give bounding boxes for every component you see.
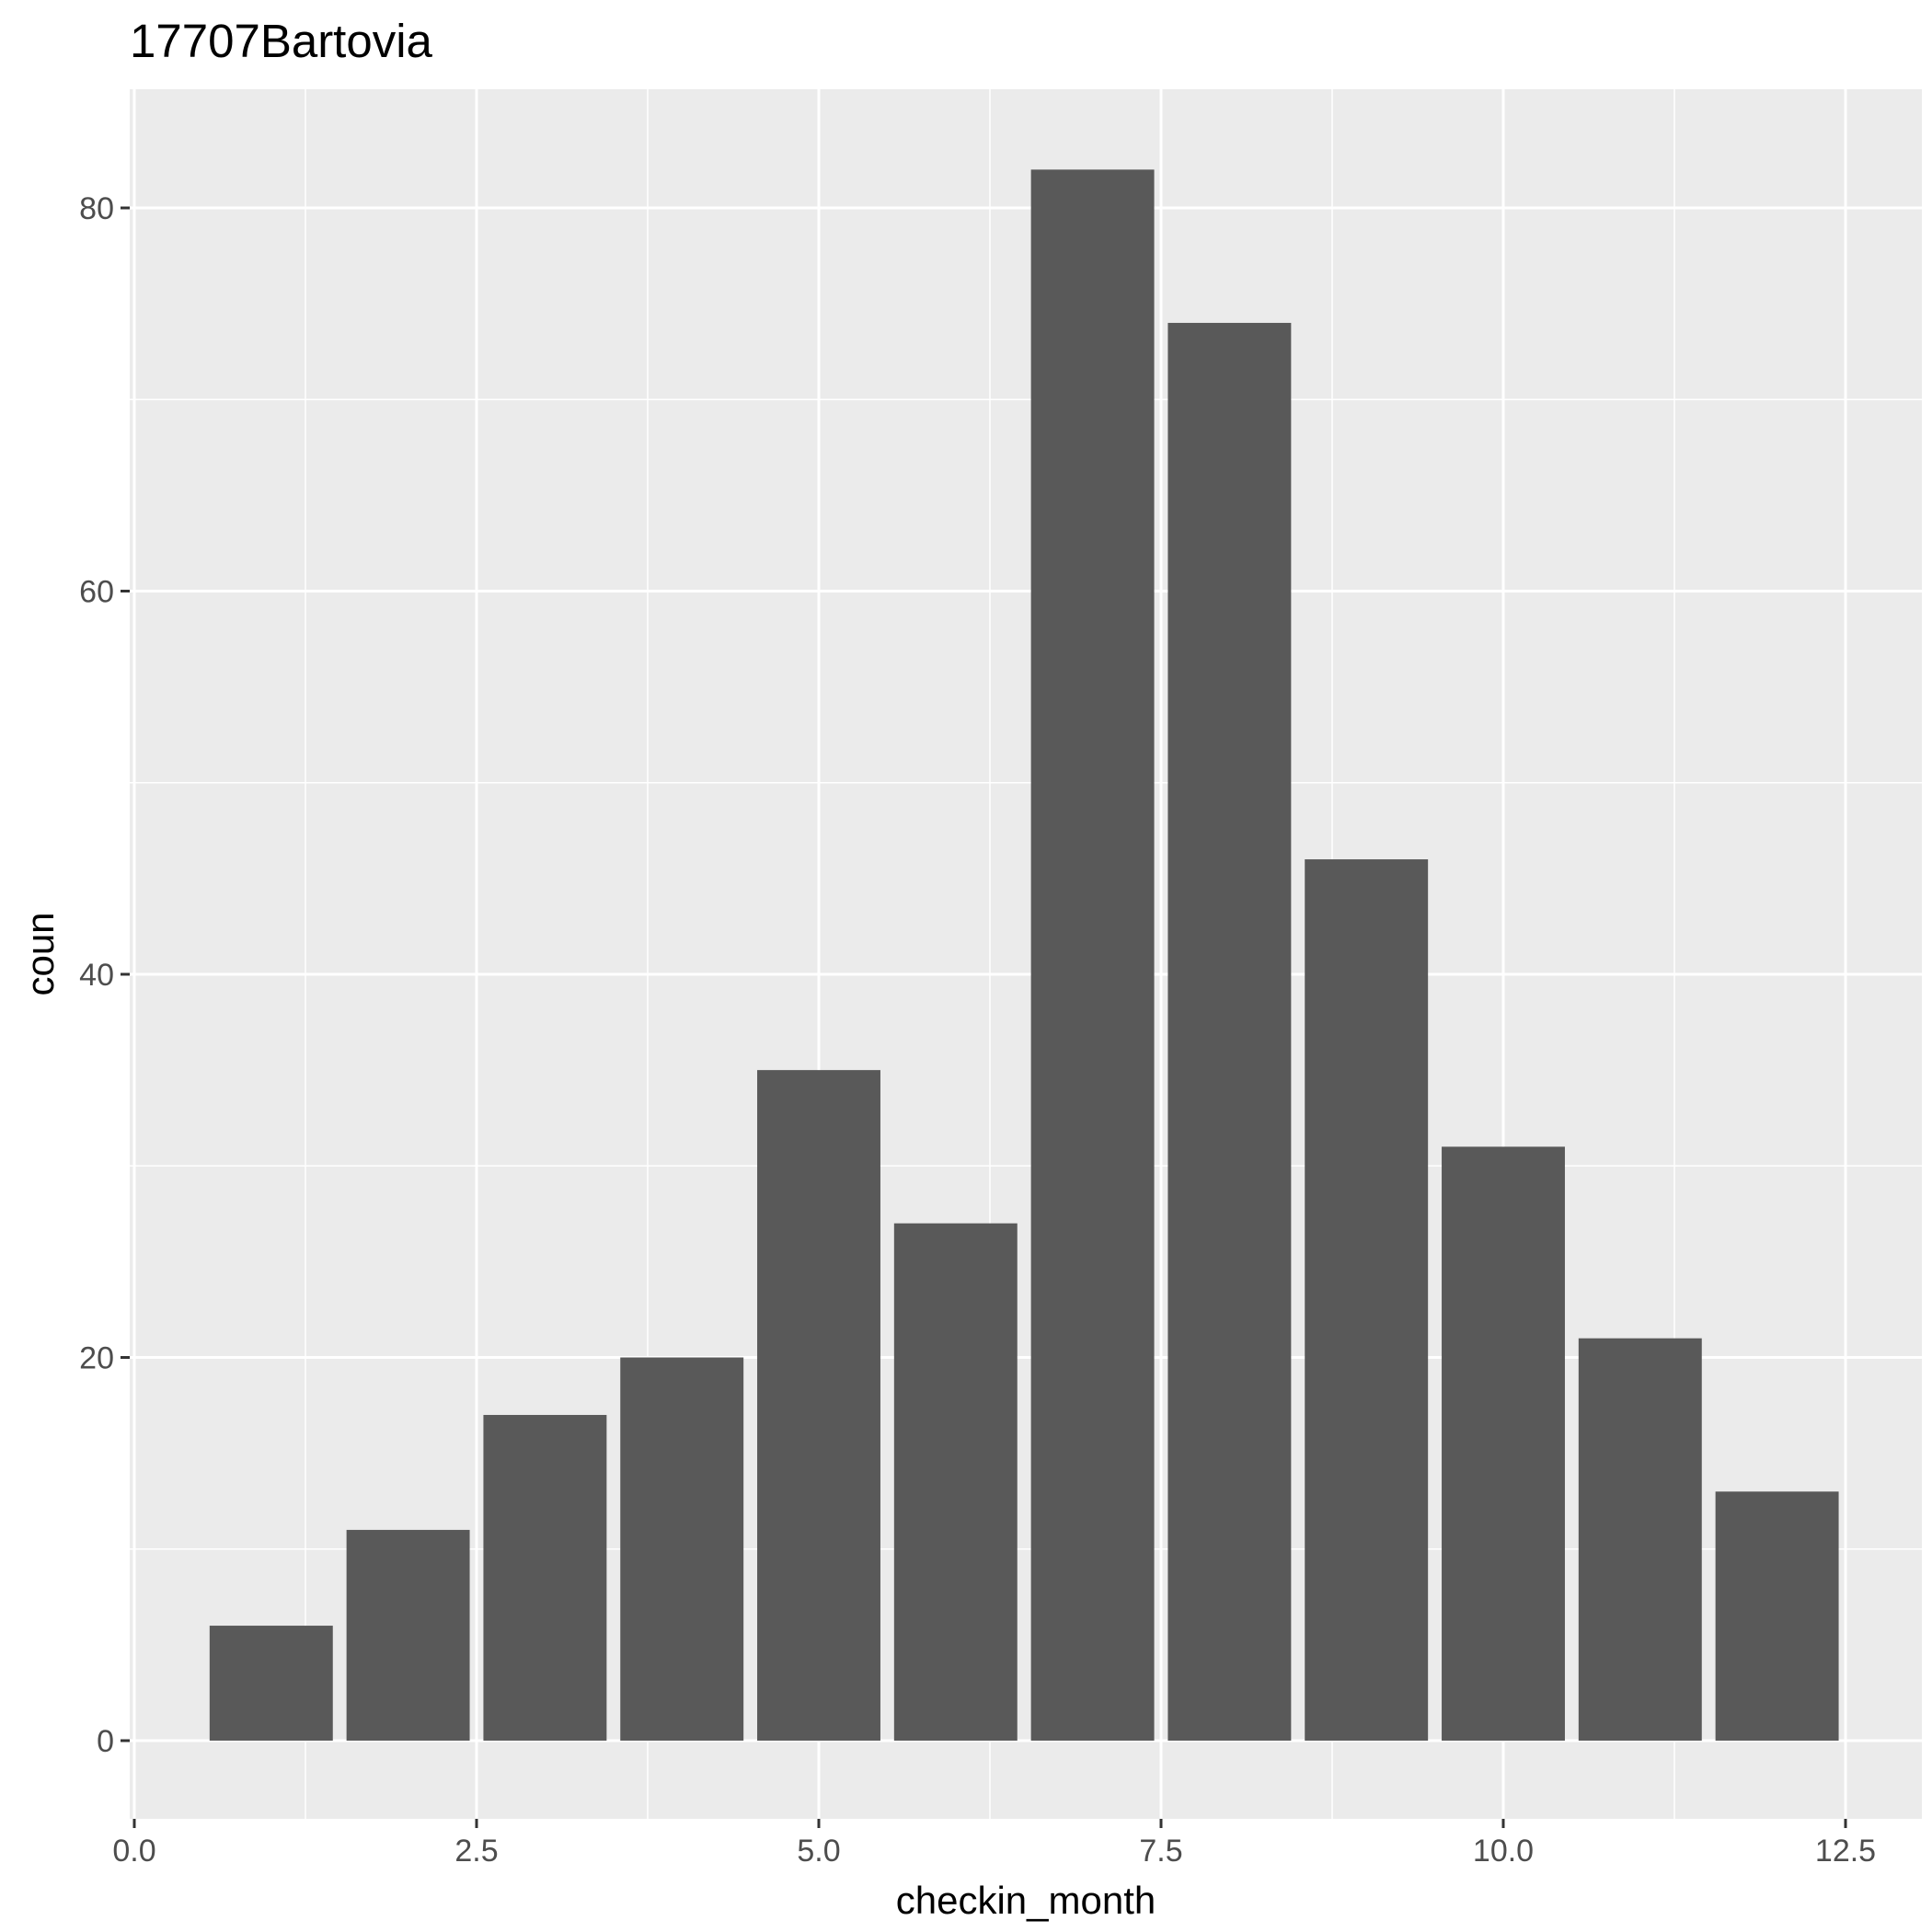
- bar-12: [1715, 1491, 1839, 1741]
- y-axis: 0 20 40 60 80: [79, 191, 130, 1759]
- x-axis-title: checkin_month: [896, 1879, 1156, 1922]
- bar-2: [346, 1529, 470, 1741]
- y-axis-title: coun: [18, 912, 62, 995]
- bar-8: [1167, 322, 1292, 1742]
- bar-1: [209, 1626, 333, 1741]
- y-tick-label: 20: [79, 1341, 114, 1376]
- chart-title: 17707Bartovia: [130, 15, 433, 67]
- x-tick-label: 5.0: [797, 1834, 840, 1869]
- bar-7: [1030, 169, 1155, 1742]
- bar-3: [483, 1414, 607, 1741]
- bar-11: [1578, 1338, 1702, 1741]
- bars: [209, 169, 1839, 1742]
- x-tick-label: 12.5: [1815, 1834, 1876, 1869]
- x-tick-label: 0.0: [112, 1834, 155, 1869]
- y-tick-label: 0: [97, 1724, 114, 1759]
- bar-5: [757, 1070, 880, 1741]
- x-axis: 0.0 2.5 5.0 7.5 10.0 12.5: [112, 1819, 1876, 1869]
- y-tick-label: 40: [79, 958, 114, 993]
- x-tick-label: 7.5: [1139, 1834, 1182, 1869]
- x-tick-label: 10.0: [1473, 1834, 1534, 1869]
- bar-6: [893, 1223, 1018, 1741]
- bar-4: [620, 1357, 744, 1741]
- x-tick-label: 2.5: [454, 1834, 498, 1869]
- bar-9: [1305, 859, 1429, 1741]
- bar-10: [1442, 1146, 1565, 1741]
- y-tick-label: 60: [79, 575, 114, 610]
- grid-minor: [130, 89, 1922, 1819]
- y-tick-label: 80: [79, 191, 114, 226]
